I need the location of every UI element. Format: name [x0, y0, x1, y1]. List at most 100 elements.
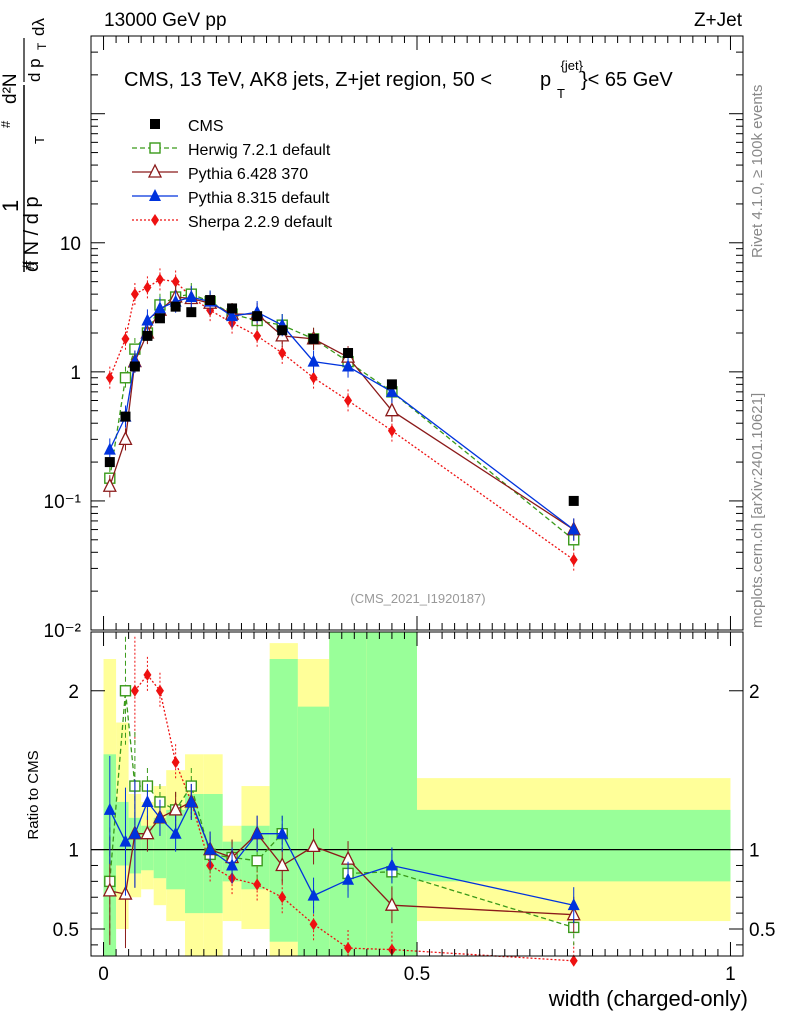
- ratio-point-pythia8: [204, 842, 217, 855]
- y-tick-label: 10⁻¹: [44, 492, 82, 513]
- ratio-point-pythia6: [168, 801, 183, 816]
- rivet-version-label: Rivet 4.1.0, ≥ 100k events: [749, 85, 766, 258]
- x-axis-label: width (charged-only): [548, 986, 748, 1011]
- ratio-series-pythia8: [103, 755, 580, 924]
- legend-label-pythia8: Pythia 8.315 default: [188, 190, 330, 207]
- data-point-pythia8: [185, 290, 198, 303]
- data-point-cms: [308, 333, 319, 344]
- ratio-point-sherpa: [569, 954, 578, 967]
- ratio-y-tick-label-left: 0.5: [53, 920, 79, 941]
- y-label-hash-1: #: [19, 260, 38, 270]
- ratio-point-sherpa: [155, 684, 164, 697]
- data-point-pythia8: [141, 313, 154, 326]
- legend-label-sherpa: Sherpa 2.2.9 default: [188, 214, 333, 231]
- legend-entry-sherpa: Sherpa 2.2.9 default: [132, 214, 333, 231]
- main-plot-area: [102, 268, 581, 571]
- ratio-y-tick-label-left: 1: [68, 841, 79, 862]
- data-point-cms: [154, 313, 165, 324]
- data-point-sherpa: [253, 329, 262, 342]
- title-main: CMS, 13 TeV, AK8 jets, Z+jet region, 50 …: [124, 69, 492, 91]
- data-point-sherpa: [387, 424, 396, 437]
- data-point-pythia6: [102, 477, 117, 492]
- ratio-point-pythia8: [342, 872, 355, 885]
- ratio-point-pythia8: [567, 898, 580, 911]
- ratio-point-pythia8: [103, 802, 116, 815]
- ratio-point-sherpa: [130, 684, 139, 697]
- data-point-sherpa: [130, 288, 139, 301]
- ratio-point-pythia6: [102, 882, 117, 897]
- data-point-sherpa: [143, 281, 152, 294]
- y-tick-label: 10: [60, 234, 81, 255]
- data-point-sherpa: [155, 273, 164, 286]
- series-pythia8: [103, 285, 580, 541]
- legend-entry-cms: CMS: [150, 118, 224, 135]
- data-point-cms: [104, 457, 115, 468]
- ratio-y-tick-label-right: 1: [749, 841, 760, 862]
- data-point-herwig: [119, 372, 132, 384]
- title-p: p: [540, 69, 551, 91]
- main-y-axis-label: # 1 d N / d p T # d²N d p T dλ: [0, 18, 49, 272]
- ratio-point-sherpa: [143, 668, 152, 681]
- series-line-herwig: [109, 293, 575, 541]
- data-point-pythia8: [342, 359, 355, 372]
- y-label-t-1: T: [32, 136, 47, 144]
- ratio-point-sherpa: [278, 891, 287, 904]
- y-tick-label: 1: [70, 363, 81, 384]
- mcplots-label: mcplots.cern.ch [arXiv:2401.10621]: [749, 393, 766, 628]
- legend-label-pythia6: Pythia 6.428 370: [188, 166, 308, 183]
- data-point-sherpa: [569, 553, 578, 566]
- data-point-cms: [205, 295, 216, 306]
- legend-entry-herwig: Herwig 7.2.1 default: [132, 142, 331, 159]
- ratio-point-pythia8: [226, 858, 239, 871]
- ratio-axis-ticks: 0.5 0.5 1 1 2 2 0 0.5 1: [53, 632, 775, 985]
- legend-label-cms: CMS: [188, 118, 224, 135]
- y-label-dpt: d p: [25, 58, 44, 82]
- ratio-point-sherpa: [309, 918, 318, 931]
- data-point-sherpa: [344, 394, 353, 407]
- legend-marker-cms: [150, 119, 160, 129]
- x-tick-label: 0.5: [404, 964, 430, 985]
- data-point-pythia6: [118, 430, 133, 445]
- ratio-point-sherpa: [253, 878, 262, 891]
- data-point-pythia8: [385, 384, 398, 397]
- main-panel: 10⁻² 10⁻¹ 1 10: [44, 35, 744, 642]
- band-green: [116, 801, 129, 866]
- data-point-cms: [129, 361, 140, 372]
- data-point-pythia8: [103, 442, 116, 455]
- y-label-d2n: d²N: [0, 73, 21, 104]
- data-point-cms: [170, 301, 181, 312]
- ratio-plot-area: [102, 636, 581, 967]
- energy-label: 13000 GeV pp: [104, 10, 227, 31]
- y-label-one: 1: [0, 200, 23, 212]
- series-cms: [104, 295, 579, 506]
- data-point-cms: [343, 347, 354, 358]
- ratio-point-pythia8: [141, 794, 154, 807]
- data-point-cms: [386, 379, 397, 390]
- data-point-pythia8: [307, 354, 320, 367]
- data-point-sherpa: [278, 346, 287, 359]
- band-green: [417, 809, 731, 882]
- x-tick-label: 0: [98, 964, 109, 985]
- ratio-y-tick-label-right: 2: [749, 682, 760, 703]
- band-green: [329, 632, 367, 956]
- ratio-point-sherpa: [344, 942, 353, 955]
- y-label-t-2: T: [35, 42, 49, 50]
- ratio-point-pythia8: [119, 834, 132, 847]
- data-point-pythia6: [384, 402, 399, 417]
- data-point-sherpa: [105, 371, 114, 384]
- ratio-point-pythia8: [276, 826, 289, 839]
- data-point-cms: [568, 495, 579, 506]
- data-point-sherpa: [309, 371, 318, 384]
- ratio-point-herwig: [119, 685, 132, 697]
- legend-marker-pythia8: [149, 189, 161, 201]
- process-label: Z+Jet: [694, 10, 743, 31]
- ratio-point-pythia8: [385, 858, 398, 871]
- data-point-sherpa: [171, 275, 180, 288]
- data-point-pythia8: [226, 309, 239, 322]
- ratio-point-pythia8: [169, 826, 182, 839]
- ratio-point-pythia8: [307, 888, 320, 901]
- legend-marker-herwig: [149, 142, 161, 154]
- analysis-id: (CMS_2021_I1920187): [350, 591, 485, 606]
- ratio-y-tick-label-left: 2: [68, 682, 79, 703]
